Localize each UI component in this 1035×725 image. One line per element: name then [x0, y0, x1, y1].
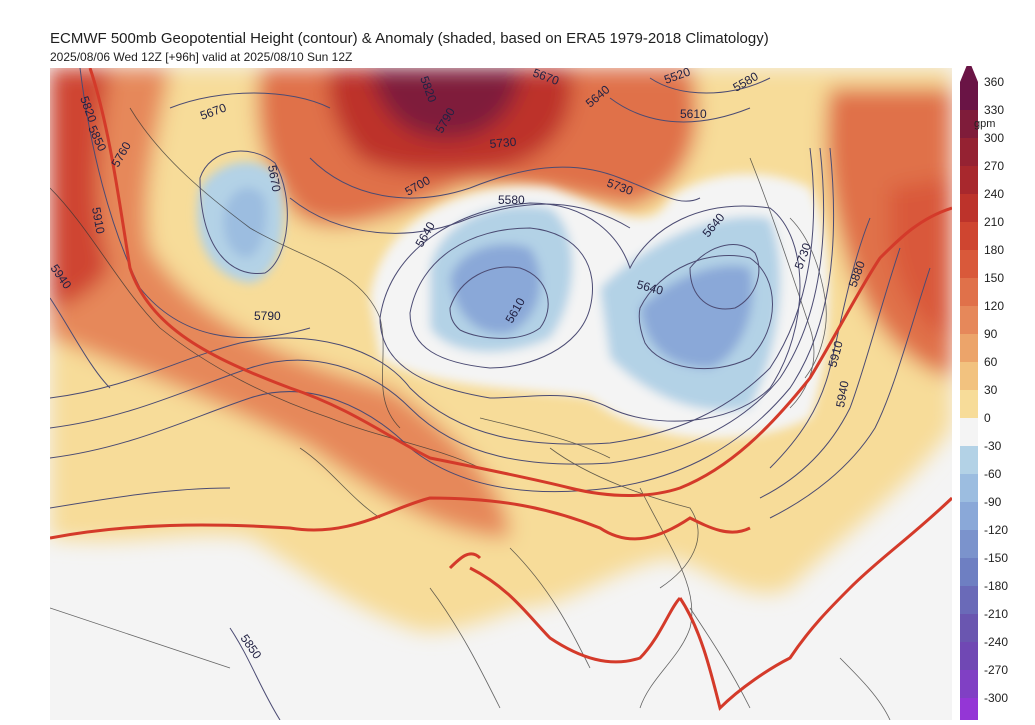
colorbar-swatch	[960, 306, 978, 334]
colorbar-tick-label: 180	[984, 243, 1004, 257]
anomaly-dark-red-north	[370, 68, 520, 139]
colorbar-blocks	[960, 60, 978, 725]
anomaly-blue-central-core	[450, 244, 541, 334]
colorbar-swatch	[960, 138, 978, 166]
colorbar-tick-label: 360	[984, 75, 1004, 89]
contour-label: 5940	[833, 379, 851, 408]
colorbar-swatch	[960, 278, 978, 306]
map-svg: 5820 5850 5760 5670 5670 5790 5910 5940 …	[50, 68, 952, 720]
contour-label: 5670	[265, 164, 283, 193]
contour-label: 5790	[254, 309, 281, 323]
colorbar-tick-label: 120	[984, 299, 1004, 313]
colorbar-tick-label: -150	[984, 551, 1008, 565]
colorbar-tick-label: -240	[984, 635, 1008, 649]
anomaly-colorbar: 360 330 300 270 240 210 180 150 120 90 60 30 0 -30 -60…	[958, 60, 1028, 725]
colorbar-swatch	[960, 194, 978, 222]
colorbar-tick-label: 0	[984, 411, 991, 425]
colorbar-labels: 3603303002702402101801501209060300-30-60…	[984, 75, 1008, 705]
colorbar-swatch	[960, 670, 978, 698]
colorbar-swatch	[960, 82, 978, 110]
colorbar-swatch	[960, 418, 978, 446]
contour-label: 5640	[635, 277, 665, 298]
colorbar-tick-label: 150	[984, 271, 1004, 285]
colorbar-swatch	[960, 502, 978, 530]
colorbar-swatch	[960, 334, 978, 362]
colorbar-swatch	[960, 250, 978, 278]
colorbar-tick-label: 60	[984, 355, 998, 369]
colorbar-swatch	[960, 586, 978, 614]
colorbar-tick-label: -60	[984, 467, 1002, 481]
chart-subtitle: 2025/08/06 Wed 12Z [+96h] valid at 2025/…	[50, 50, 353, 64]
colorbar-swatch	[960, 530, 978, 558]
colorbar-tick-label: 270	[984, 159, 1004, 173]
contour-label: 5910	[825, 339, 846, 369]
contour-label: 5730	[489, 135, 517, 151]
colorbar-tick-label: -180	[984, 579, 1008, 593]
colorbar-tick-label: -300	[984, 691, 1008, 705]
geographic-outlines	[50, 107, 891, 720]
colorbar-top-cap	[960, 60, 978, 82]
colorbar-swatch	[960, 166, 978, 194]
anomaly-red-west	[50, 68, 110, 308]
colorbar-swatch	[960, 446, 978, 474]
anomaly-red-east	[890, 178, 952, 338]
anomaly-orange-west	[50, 68, 510, 538]
colorbar-swatch	[960, 642, 978, 670]
colorbar-tick-label: -30	[984, 439, 1002, 453]
contour-5880	[50, 68, 952, 711]
colorbar-swatch	[960, 698, 978, 725]
colorbar-tick-label: -90	[984, 495, 1002, 509]
colorbar-tick-label: -120	[984, 523, 1008, 537]
colorbar-tick-label: 210	[984, 215, 1004, 229]
colorbar-svg: 3603303002702402101801501209060300-30-60…	[960, 60, 1008, 725]
colorbar-swatch	[960, 614, 978, 642]
colorbar-tick-label: 240	[984, 187, 1004, 201]
colorbar-swatch	[960, 390, 978, 418]
colorbar-unit: gpm	[974, 118, 996, 130]
colorbar-tick-label: 30	[984, 383, 998, 397]
colorbar-tick-label: 330	[984, 103, 1004, 117]
colorbar-tick-label: 300	[984, 131, 1004, 145]
contour-label: 5610	[680, 107, 707, 121]
colorbar-swatch	[960, 362, 978, 390]
contour-label: 5580	[498, 193, 525, 207]
map-panel: 5820 5850 5760 5670 5670 5790 5910 5940 …	[50, 68, 952, 720]
colorbar-tick-label: -270	[984, 663, 1008, 677]
chart-title: ECMWF 500mb Geopotential Height (contour…	[50, 30, 769, 47]
colorbar-swatch	[960, 222, 978, 250]
anomaly-blue-west-core	[223, 187, 267, 258]
anomaly-blue-east-core	[640, 265, 753, 368]
contour-label: 5910	[89, 206, 107, 235]
colorbar-tick-label: 90	[984, 327, 998, 341]
colorbar-tick-label: -210	[984, 607, 1008, 621]
colorbar-swatch	[960, 558, 978, 586]
colorbar-swatch	[960, 110, 978, 138]
colorbar-swatch	[960, 474, 978, 502]
